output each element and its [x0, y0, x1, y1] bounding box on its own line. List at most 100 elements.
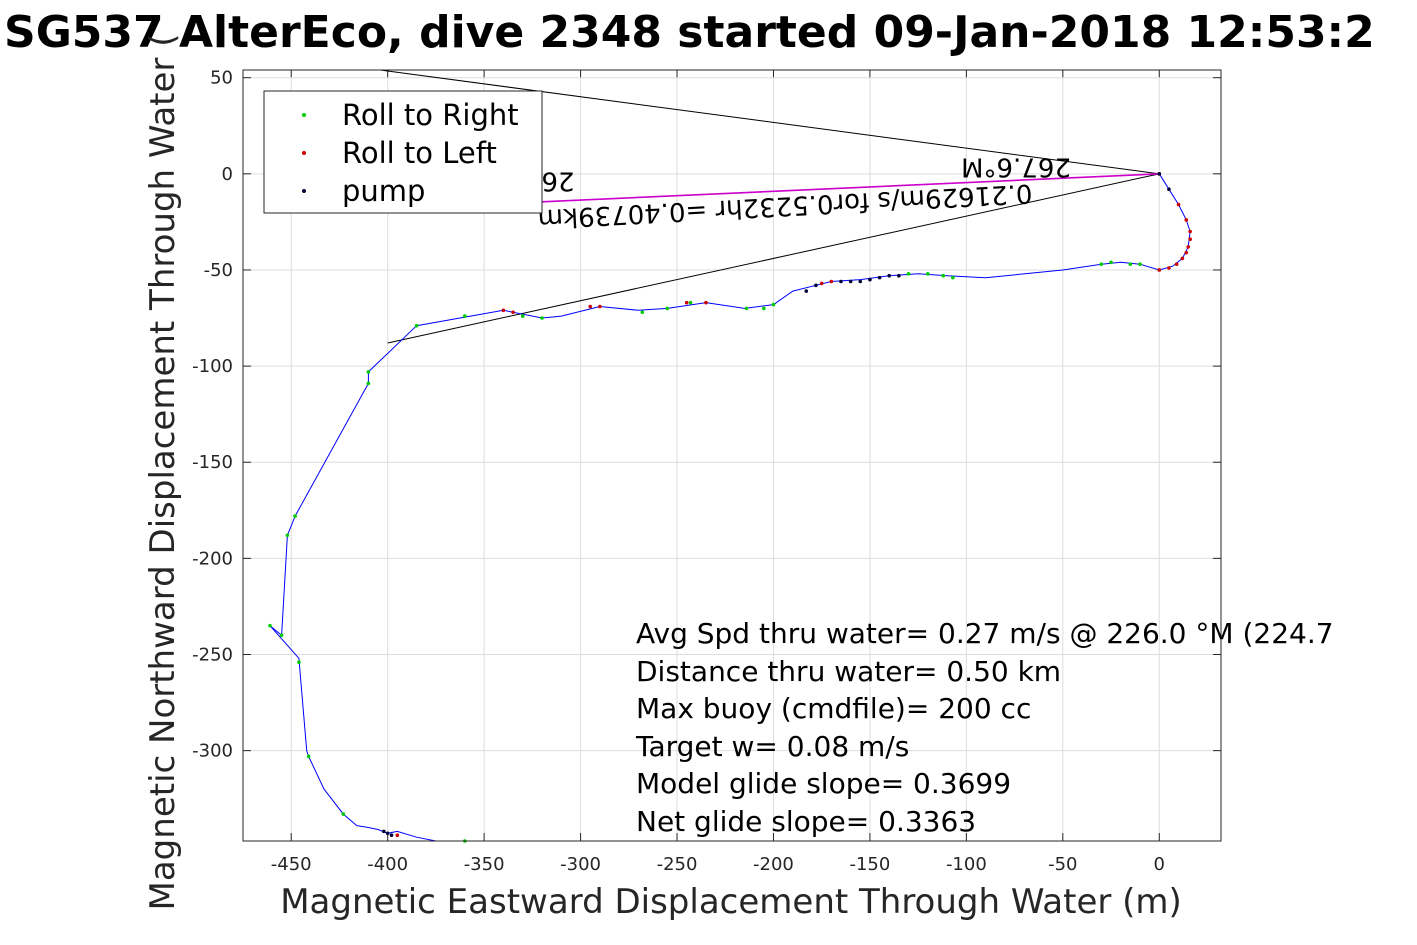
marker-roll-to-left — [704, 300, 708, 305]
annotation-lines — [379, 69, 1160, 344]
marker-roll-to-right — [341, 812, 346, 816]
marker-pump — [868, 277, 872, 282]
marker-pump — [848, 279, 853, 284]
track-layer — [269, 173, 1191, 842]
annotation-line — [387, 173, 1160, 344]
marker-roll-to-right — [285, 533, 290, 538]
marker-roll-to-left — [684, 300, 689, 305]
marker-roll-to-right — [306, 754, 311, 759]
y-tick-label: -50 — [204, 260, 233, 281]
marker-pump — [839, 279, 843, 284]
stats-block: Avg Spd thru water= 0.27 m/s @ 226.0 °M … — [635, 617, 1334, 838]
marker-roll-to-left — [501, 308, 506, 313]
marker-roll-to-right — [366, 381, 371, 386]
y-tick-label: -300 — [192, 741, 233, 762]
marker-pump — [382, 829, 386, 834]
marker-roll-to-right — [297, 660, 301, 664]
flipped-heading-label: 267.6°M — [961, 152, 1071, 182]
x-tick-label: -250 — [657, 854, 698, 875]
marker-roll-to-right — [744, 306, 749, 311]
stat-max-buoy: Max buoy (cmdfile)= 200 cc — [636, 692, 1031, 725]
marker-roll-to-right — [1099, 262, 1104, 266]
partial-label: 26 — [541, 166, 574, 196]
marker-roll-to-left — [511, 310, 515, 315]
x-tick-label: -150 — [849, 854, 890, 875]
annotation-line — [379, 69, 1160, 175]
x-tick-label: -300 — [560, 854, 601, 875]
x-tick-label: -450 — [271, 854, 312, 875]
y-tick-label: -100 — [192, 356, 233, 377]
marker-roll-to-right — [688, 300, 693, 305]
marker-roll-to-right — [925, 272, 930, 276]
marker-pump — [814, 283, 818, 288]
y-tick-label: 0 — [222, 164, 233, 185]
marker-pump — [385, 831, 390, 836]
marker-roll-to-right — [366, 370, 371, 374]
marker-roll-to-left — [1184, 250, 1189, 255]
glider-track-line — [269, 173, 1191, 842]
stat-distance: Distance thru water= 0.50 km — [636, 655, 1061, 688]
marker-roll-to-left — [1180, 256, 1185, 261]
marker-roll-to-right — [951, 275, 955, 280]
chart-title: SG537 AlterEco, dive 2348 started 09-Jan… — [4, 7, 1375, 58]
marker-pump — [897, 273, 901, 278]
marker-roll-to-right — [941, 273, 946, 278]
marker-roll-to-left — [829, 279, 834, 284]
y-tick-label: 50 — [210, 68, 233, 89]
y-tick-label: -150 — [192, 452, 233, 473]
marker-roll-to-right — [279, 633, 284, 638]
marker-roll-to-left — [1184, 218, 1189, 222]
x-tick-label: 0 — [1154, 854, 1165, 875]
y-tick-label: -250 — [192, 644, 233, 665]
marker-roll-to-right — [906, 272, 911, 276]
y-tick-labels: 50 0 -50 -100 -150 -200 -250 -300 — [192, 68, 233, 762]
marker-pump — [877, 275, 882, 280]
stat-target-w: Target w= 0.08 m/s — [635, 730, 909, 763]
heading-label: 267.6°M — [961, 152, 1071, 182]
marker-roll-to-right — [1109, 260, 1113, 265]
marker-roll-to-left — [1174, 262, 1179, 266]
marker-roll-to-left — [588, 304, 593, 309]
marker-roll-to-right — [771, 302, 776, 307]
marker-roll-to-left — [1157, 268, 1162, 272]
x-tick-label: -400 — [367, 854, 408, 875]
x-tick-label: -350 — [464, 854, 505, 875]
legend-label-pump: pump — [342, 174, 425, 208]
marker-roll-to-right — [520, 314, 525, 318]
marker-roll-to-right — [414, 323, 419, 328]
marker-pump — [804, 289, 809, 293]
legend-marker-roll-left — [302, 151, 306, 155]
y-axis-label: Magnetic Northward Displacement Through … — [143, 34, 183, 911]
legend-marker-roll-right — [302, 113, 306, 117]
x-tick-label: -50 — [1048, 854, 1077, 875]
marker-roll-to-left — [819, 281, 824, 286]
flipped-partial-label: 26 — [541, 166, 574, 196]
marker-pump — [1157, 172, 1162, 176]
marker-roll-to-right — [463, 314, 467, 318]
marker-pump — [858, 279, 863, 284]
x-tick-label: -100 — [946, 854, 987, 875]
marker-roll-to-left — [1186, 245, 1191, 249]
marker-pump — [887, 273, 892, 278]
marker-roll-to-left — [1167, 266, 1171, 270]
plot-frame — [242, 69, 1222, 842]
legend: Roll to Right Roll to Left pump — [263, 90, 543, 214]
marker-roll-to-right — [540, 316, 544, 320]
marker-roll-to-left — [598, 304, 602, 309]
marker-roll-to-right — [268, 623, 272, 628]
stat-avg-speed: Avg Spd thru water= 0.27 m/s @ 226.0 °M … — [636, 617, 1334, 650]
marker-roll-to-left — [395, 833, 400, 838]
marker-roll-to-right — [640, 310, 645, 315]
legend-label-roll-right: Roll to Right — [342, 98, 519, 132]
marker-layer — [268, 172, 1192, 843]
y-tick-label: -200 — [192, 548, 233, 569]
legend-marker-pump — [302, 189, 306, 193]
x-axis-label: Magnetic Eastward Displacement Through W… — [280, 882, 1182, 922]
marker-roll-to-right — [1128, 262, 1133, 266]
marker-pump — [389, 833, 394, 838]
stat-net-glide: Net glide slope= 0.3363 — [636, 805, 976, 838]
stat-model-glide: Model glide slope= 0.3699 — [636, 767, 1011, 800]
marker-roll-to-right — [762, 306, 766, 311]
grid — [243, 70, 1221, 841]
